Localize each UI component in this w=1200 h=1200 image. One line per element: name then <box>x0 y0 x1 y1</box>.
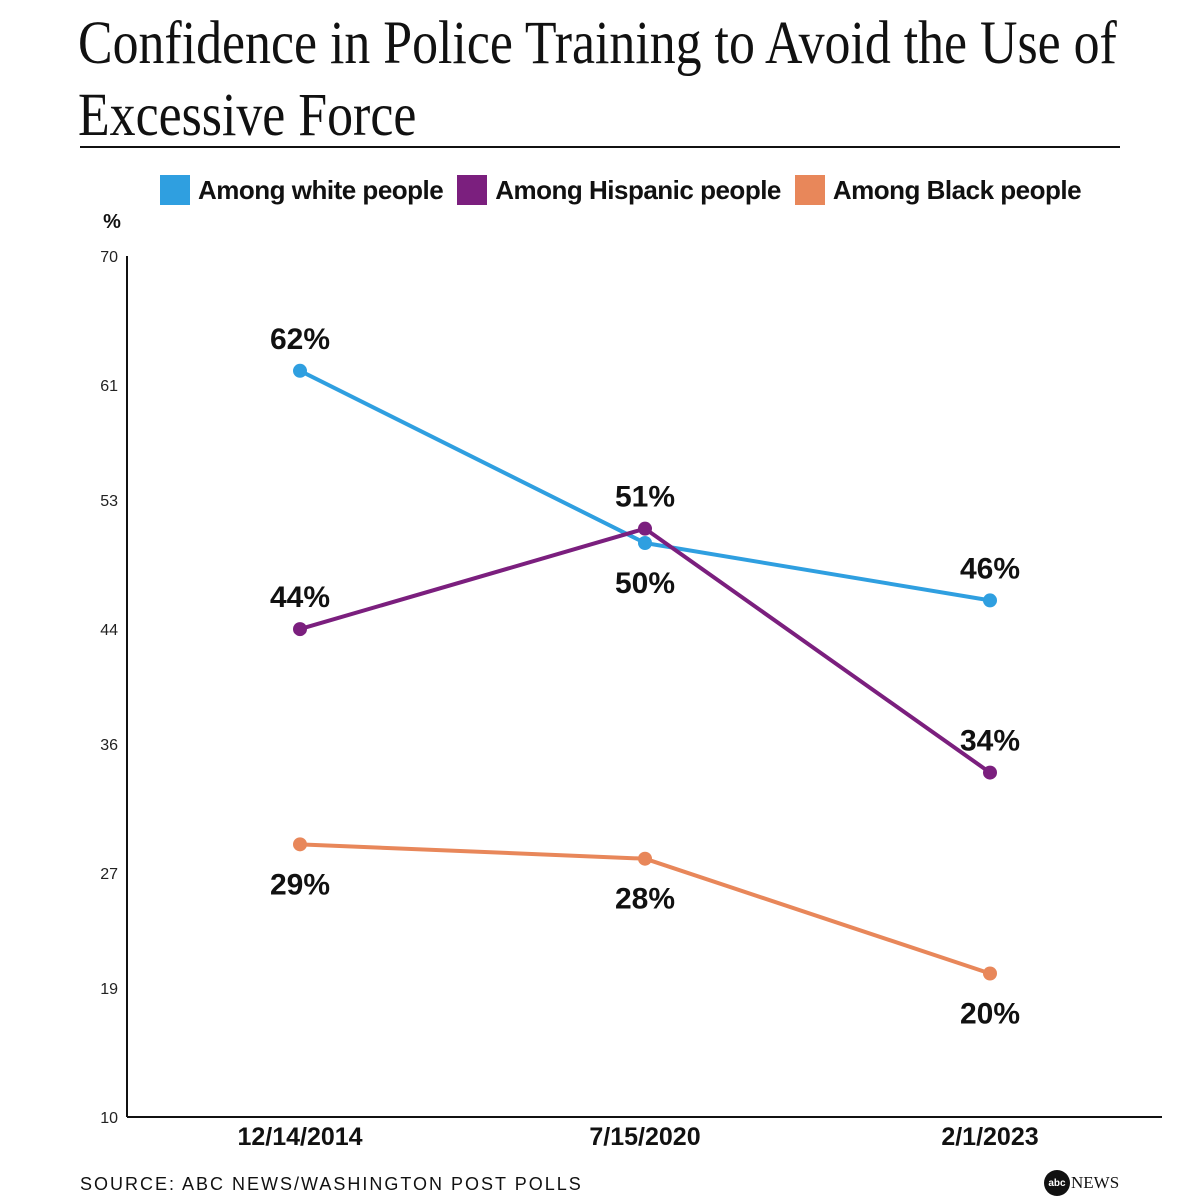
data-label-white: 50% <box>615 567 675 600</box>
data-point-white <box>638 536 652 550</box>
legend-item-white: Among white people <box>160 174 444 206</box>
y-tick-label: 53 <box>100 493 118 510</box>
legend-label-hispanic: Among Hispanic people <box>495 174 781 205</box>
y-axis-label: % <box>103 211 121 233</box>
chart-legend: Among white people Among Hispanic people… <box>160 172 1095 208</box>
data-label-hispanic: 44% <box>270 581 330 614</box>
legend-swatch-hispanic <box>457 175 488 205</box>
legend-label-white: Among white people <box>198 174 444 205</box>
y-tick-label: 10 <box>100 1110 118 1127</box>
y-tick-label: 27 <box>100 866 118 883</box>
legend-item-hispanic: Among Hispanic people <box>457 175 781 206</box>
x-tick-label: 2/1/2023 <box>941 1123 1038 1151</box>
abc-logo-mark: abc <box>1044 1170 1070 1196</box>
y-tick-label: 61 <box>100 378 118 395</box>
chart-title: Confidence in Police Training to Avoid t… <box>78 10 1117 149</box>
data-point-white <box>293 363 307 378</box>
data-label-hispanic: 51% <box>615 481 675 514</box>
data-point-hispanic <box>638 521 652 536</box>
data-point-hispanic <box>293 622 307 637</box>
data-point-white <box>983 593 997 608</box>
y-tick-label: 36 <box>100 737 118 754</box>
data-label-black: 29% <box>270 868 330 901</box>
abc-news-logo: abc NEWS <box>1044 1170 1119 1196</box>
data-point-black <box>983 966 997 981</box>
legend-swatch-white <box>160 175 190 205</box>
x-tick-label: 12/14/2014 <box>237 1123 362 1151</box>
y-tick-label: 19 <box>100 981 118 998</box>
data-label-white: 46% <box>960 552 1020 585</box>
x-tick-label: 7/15/2020 <box>589 1123 700 1151</box>
data-label-black: 20% <box>960 998 1020 1031</box>
y-tick-label: 70 <box>100 249 118 266</box>
source-note: SOURCE: ABC NEWS/WASHINGTON POST POLLS <box>80 1174 583 1194</box>
data-label-black: 28% <box>615 883 675 916</box>
title-divider <box>80 146 1120 148</box>
line-chart: % 10 19 27 36 44 53 61 70 12/14/2014 7/15/2020 2/1/… <box>100 211 1162 1151</box>
y-tick-label: 44 <box>100 622 118 639</box>
data-point-black <box>293 837 307 852</box>
legend-label-black: Among Black people <box>832 174 1082 205</box>
data-point-hispanic <box>983 765 997 780</box>
series-line-hispanic <box>299 526 992 775</box>
data-label-white: 62% <box>270 323 330 356</box>
abc-logo-text: NEWS <box>1071 1173 1120 1192</box>
legend-swatch-black <box>794 175 825 205</box>
data-point-black <box>638 851 652 866</box>
legend-item-black: Among Black people <box>794 174 1082 206</box>
data-label-hispanic: 34% <box>960 725 1020 758</box>
